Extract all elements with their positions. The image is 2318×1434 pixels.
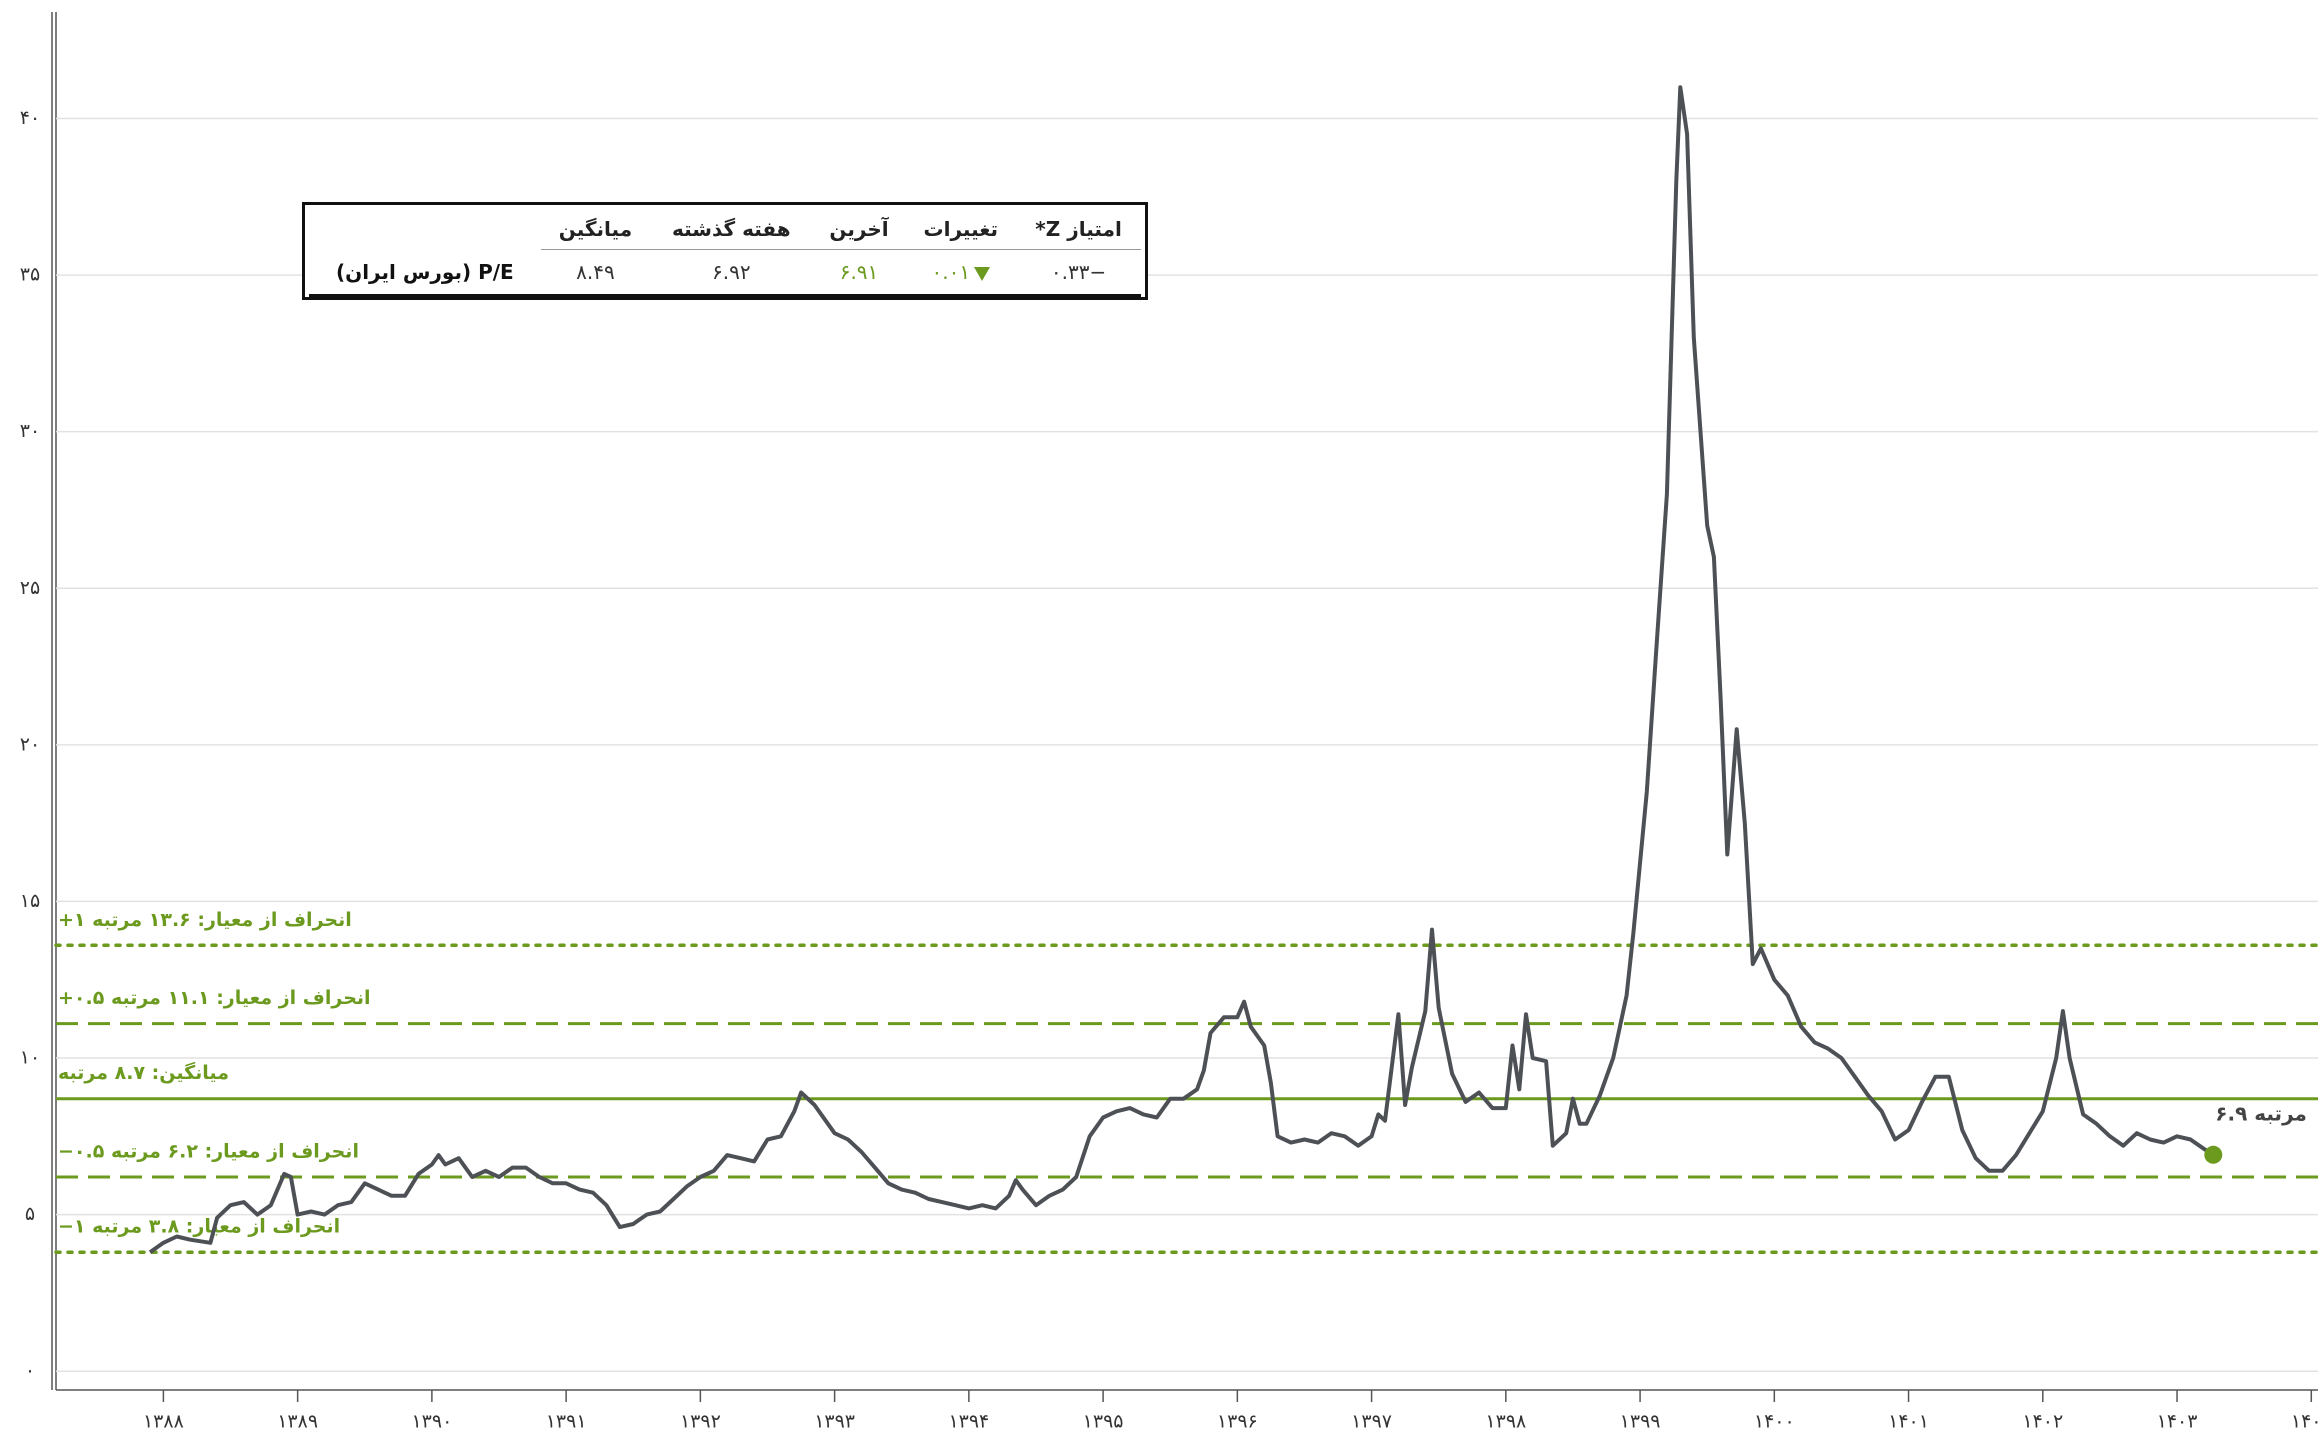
x-tick-label: ۱۴۰۲ <box>2022 1411 2063 1433</box>
x-tick-label: ۱۳۸۸ <box>143 1411 184 1433</box>
cell: ۶.۹۱ <box>812 249 906 297</box>
x-tick-label: ۱۴۰۳ <box>2157 1411 2198 1433</box>
summary-table: امتیاز Z* تغییرات آخرین هفته گذشته میانگ… <box>302 202 1148 300</box>
cell: ۶.۹۲ <box>650 249 813 297</box>
reference-label: −۰.۵ انحراف از معیار: ۶.۲ مرتبه <box>58 1141 359 1163</box>
x-tick-label: ۱۳۹۷ <box>1351 1411 1392 1433</box>
y-tick-label: ۳۵ <box>20 264 40 286</box>
y-tick-label: ۲۵ <box>20 577 40 599</box>
x-tick-label: ۱۳۹۸ <box>1485 1411 1526 1433</box>
y-tick-label: ۰ <box>25 1360 35 1382</box>
x-tick-label: ۱۴۰۴ <box>2291 1411 2318 1433</box>
reference-label: +۰.۵ انحراف از معیار: ۱۱.۱ مرتبه <box>58 987 371 1009</box>
header: امتیاز Z* <box>1016 209 1141 250</box>
x-tick-label: ۱۳۸۹ <box>277 1411 318 1433</box>
reference-label: میانگین: ۸.۷ مرتبه <box>58 1061 229 1084</box>
y-tick-label: ۵ <box>25 1203 35 1225</box>
x-tick-label: ۱۳۹۰ <box>411 1411 452 1433</box>
reference-label: −۱ انحراف از معیار: ۳.۸ مرتبه <box>58 1216 340 1238</box>
down-icon <box>974 266 991 281</box>
cell: P/E (بورس ایران) <box>309 249 541 297</box>
header: تغییرات <box>905 209 1017 250</box>
x-tick-label: ۱۳۹۳ <box>814 1411 855 1433</box>
row: −۰.۳۳ ۰.۰۱ ۶.۹۱ ۶.۹۲ ۸.۴۹ P/E (بورس ایرا… <box>309 249 1141 297</box>
x-tick-label: ۱۳۹۵ <box>1083 1411 1124 1433</box>
x-tick-label: ۱۳۹۶ <box>1217 1411 1258 1433</box>
x-tick-label: ۱۴۰۱ <box>1888 1411 1929 1433</box>
cell: −۰.۳۳ <box>1016 249 1141 297</box>
line-series <box>148 85 2215 1254</box>
cell: ۸.۴۹ <box>540 249 651 297</box>
x-tick-label: ۱۳۹۹ <box>1620 1411 1661 1433</box>
y-tick-label: ۱۵ <box>20 890 40 912</box>
header: هفته گذشته <box>650 209 813 250</box>
header-row: امتیاز Z* تغییرات آخرین هفته گذشته میانگ… <box>309 209 1141 250</box>
cell-text: ۰.۰۱ <box>931 260 971 284</box>
x-tick-label: ۱۳۹۲ <box>680 1411 721 1433</box>
y-tick-label: ۴۰ <box>20 107 40 129</box>
x-tick-label: ۱۳۹۱ <box>546 1411 587 1433</box>
header: آخرین <box>812 209 906 250</box>
end-label: ۶.۹ مرتبه <box>2215 1101 2307 1125</box>
x-tick-label: ۱۳۹۴ <box>948 1411 989 1433</box>
header-blank <box>309 209 541 250</box>
y-tick-label: ۱۰ <box>20 1047 40 1069</box>
y-tick-label: ۳۰ <box>20 420 40 442</box>
table: امتیاز Z* تغییرات آخرین هفته گذشته میانگ… <box>309 209 1141 297</box>
y-tick-label: ۲۰ <box>20 733 40 755</box>
reference-label: +۱ انحراف از معیار: ۱۳.۶ مرتبه <box>58 909 352 931</box>
cell: ۰.۰۱ <box>905 249 1017 297</box>
header: میانگین <box>540 209 651 250</box>
x-tick-label: ۱۴۰۰ <box>1754 1411 1795 1433</box>
end-marker <box>2204 1145 2223 1164</box>
